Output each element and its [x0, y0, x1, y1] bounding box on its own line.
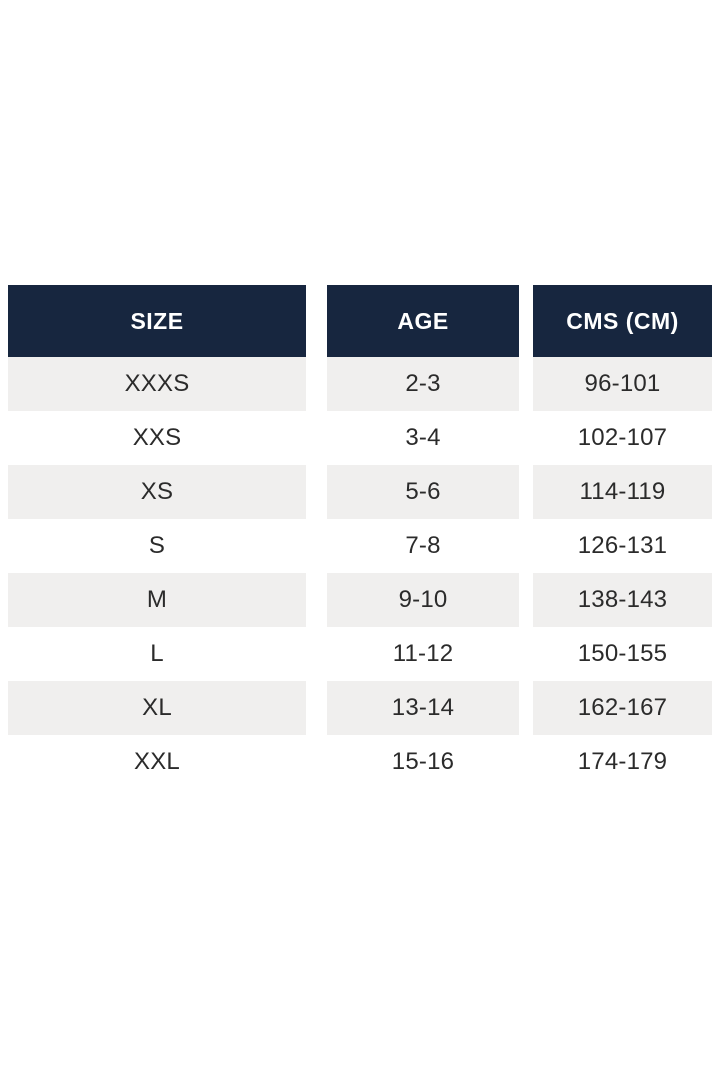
table-cell: 3-4 [327, 411, 519, 465]
table-cell: 114-119 [533, 465, 712, 519]
table-cell: XL [8, 681, 306, 735]
table-cell: 13-14 [327, 681, 519, 735]
table-cell: XXL [8, 735, 306, 789]
table-cell: L [8, 627, 306, 681]
table-cell: 11-12 [327, 627, 519, 681]
cms-column: CMS (CM) 96-101 102-107 114-119 126-131 138-… [533, 285, 712, 789]
table-cell: XS [8, 465, 306, 519]
table-cell: 162-167 [533, 681, 712, 735]
table-cell: M [8, 573, 306, 627]
table-cell: 15-16 [327, 735, 519, 789]
table-cell: 174-179 [533, 735, 712, 789]
table-cell: S [8, 519, 306, 573]
table-cell: 126-131 [533, 519, 712, 573]
table-cell: XXXS [8, 357, 306, 411]
age-column: AGE 2-3 3-4 5-6 7-8 9-10 11-12 13-14 15-16 [327, 285, 519, 789]
table-cell: 2-3 [327, 357, 519, 411]
size-column: SIZE XXXS XXS XS S M L XL XXL [8, 285, 306, 789]
cms-column-cells: 96-101 102-107 114-119 126-131 138-143 150-15… [533, 357, 712, 789]
table-cell: 96-101 [533, 357, 712, 411]
age-column-cells: 2-3 3-4 5-6 7-8 9-10 11-12 13-14 15-16 [327, 357, 519, 789]
table-cell: 150-155 [533, 627, 712, 681]
size-column-header: SIZE [8, 285, 306, 357]
size-chart-table: SIZE XXXS XXS XS S M L XL XXL AGE 2-3 3-4 5-6 7-8 9… [8, 285, 712, 789]
table-cell: 138-143 [533, 573, 712, 627]
age-column-header: AGE [327, 285, 519, 357]
cms-column-header: CMS (CM) [533, 285, 712, 357]
table-cell: 102-107 [533, 411, 712, 465]
table-cell: 7-8 [327, 519, 519, 573]
table-cell: XXS [8, 411, 306, 465]
table-cell: 9-10 [327, 573, 519, 627]
table-cell: 5-6 [327, 465, 519, 519]
size-column-cells: XXXS XXS XS S M L XL XXL [8, 357, 306, 789]
